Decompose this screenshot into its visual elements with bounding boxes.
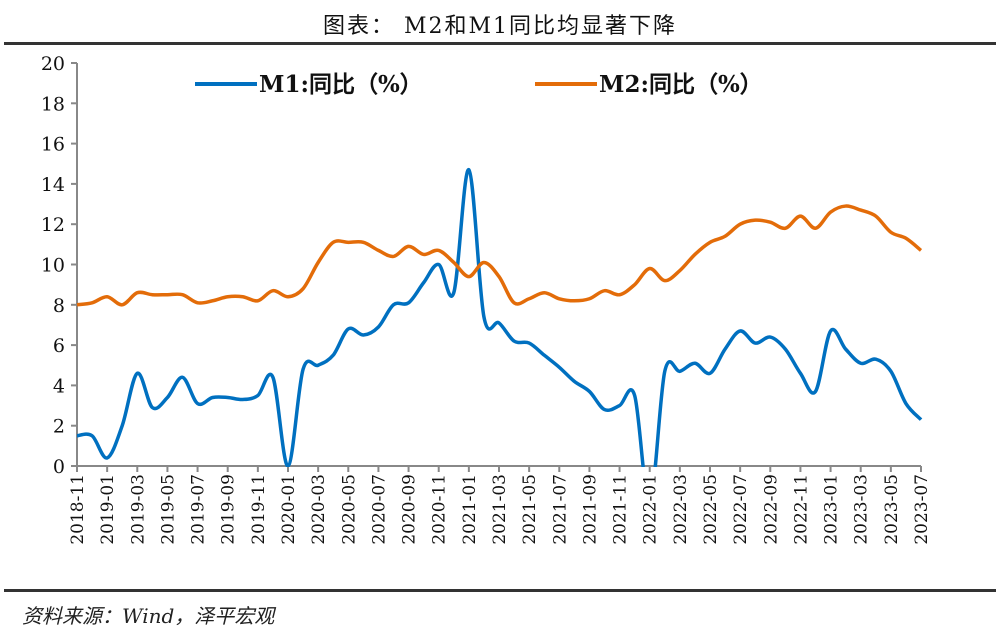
x-tick-label: 2022-09 [761, 474, 781, 545]
x-tick-label: 2021-01 [460, 474, 480, 545]
y-tick-label: 2 [53, 416, 65, 438]
x-tick-label: 2019-05 [158, 474, 178, 545]
x-tick-label: 2019-09 [219, 474, 239, 545]
x-tick-label: 2019-01 [98, 474, 118, 545]
y-tick-label: 0 [53, 456, 65, 478]
footer-divider [4, 589, 996, 592]
y-tick-label: 18 [41, 93, 65, 115]
series-line-m1 [76, 168, 923, 467]
series-line-m2 [76, 204, 923, 307]
y-tick-label: 8 [53, 295, 65, 317]
x-tick-label: 2021-05 [520, 474, 540, 545]
y-tick-label: 14 [41, 174, 65, 196]
x-tick-label: 2022-01 [641, 474, 661, 545]
x-tick-label: 2021-09 [580, 474, 600, 545]
y-tick-label: 10 [41, 255, 65, 277]
legend-label: M1:同比（%） [259, 71, 423, 98]
x-tick-label: 2019-11 [249, 474, 269, 545]
x-tick-label: 2019-03 [128, 474, 148, 545]
y-tick-label: 4 [53, 375, 65, 397]
x-tick-label: 2021-07 [550, 474, 570, 545]
x-tick-label: 2020-05 [339, 474, 359, 545]
y-tick-label: 6 [53, 335, 65, 357]
chart-title: 图表： M2和M1同比均显著下降 [322, 14, 678, 39]
x-tick-label: 2023-03 [852, 474, 872, 545]
y-tick-label: 16 [41, 134, 65, 156]
x-tick-label: 2021-11 [611, 474, 631, 545]
x-tick-label: 2020-11 [430, 474, 450, 545]
x-tick-label: 2019-07 [189, 474, 209, 545]
x-tick-label: 2023-01 [822, 474, 842, 545]
title-divider [4, 42, 996, 45]
x-tick-label: 2020-03 [309, 474, 329, 545]
x-tick-label: 2020-09 [400, 474, 420, 545]
x-tick-label: 2021-03 [490, 474, 510, 545]
legend-label: M2:同比（%） [599, 71, 763, 98]
x-tick-label: 2022-03 [671, 474, 691, 545]
y-tick-label: 12 [41, 214, 65, 236]
x-tick-label: 2022-11 [791, 474, 811, 545]
x-tick-label: 2020-07 [369, 474, 389, 545]
x-tick-label: 2022-05 [701, 474, 721, 545]
source-note: 资料来源：Wind，泽平宏观 [22, 604, 275, 628]
x-tick-label: 2023-07 [912, 474, 932, 545]
y-tick-label: 20 [41, 53, 65, 75]
x-tick-label: 2023-05 [882, 474, 902, 545]
x-tick-label: 2022-07 [731, 474, 751, 545]
x-tick-label: 2018-11 [68, 474, 88, 545]
x-tick-label: 2020-01 [279, 474, 299, 545]
